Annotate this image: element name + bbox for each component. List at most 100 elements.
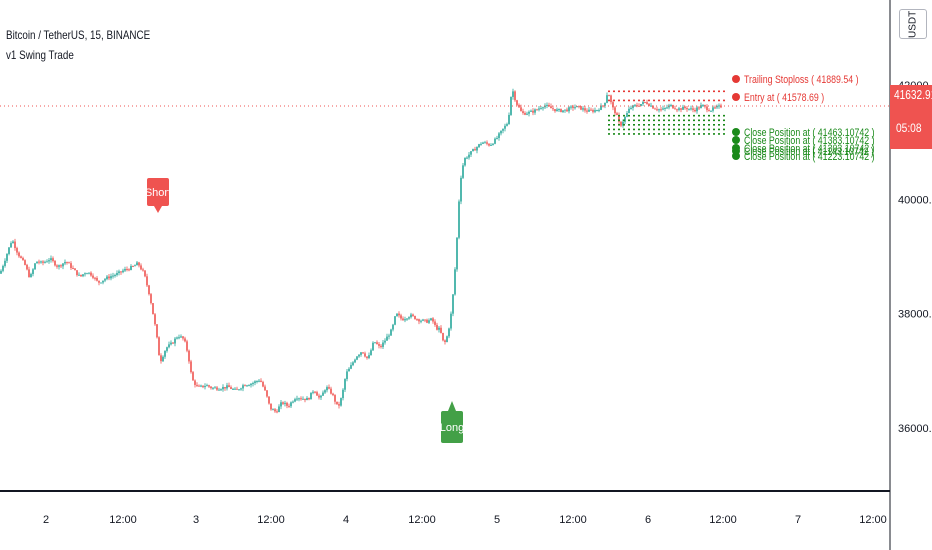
candle-body <box>6 253 8 261</box>
candle-body <box>148 285 150 295</box>
candle-body <box>508 114 510 125</box>
y-tick-label: 40000.00 <box>898 194 932 206</box>
candle-body <box>420 320 422 322</box>
candle-body <box>440 327 442 333</box>
candle-body <box>618 115 620 122</box>
candle-body <box>686 108 688 110</box>
candle-body <box>602 105 604 107</box>
x-tick-label: 7 <box>795 514 801 526</box>
candle-body <box>118 271 120 274</box>
candle-body <box>558 109 560 111</box>
time-axis[interactable]: 2 12:00 3 12:00 4 12:00 5 12:00 6 12:00 7 12:00 <box>43 514 887 526</box>
candle-body <box>66 261 68 263</box>
candle-body <box>692 108 694 110</box>
candle-body <box>598 109 600 111</box>
bar-countdown: 05:08 <box>896 121 922 135</box>
candle-body <box>690 108 692 110</box>
candle-body <box>468 154 470 158</box>
candle-body <box>282 402 284 404</box>
candle-body <box>196 384 198 386</box>
candle-body <box>662 108 664 110</box>
candle-body <box>154 314 156 325</box>
candle-body <box>274 409 276 412</box>
candle-body <box>28 269 30 278</box>
long-arrow-icon <box>448 401 456 411</box>
candle-body <box>190 361 192 373</box>
candle-body <box>34 263 36 270</box>
candle-body <box>500 130 502 134</box>
candle-body <box>394 316 396 325</box>
candle-body <box>414 315 416 320</box>
candle-body <box>332 393 334 396</box>
candle-body <box>314 391 316 393</box>
trade-levels: Trailing Stoploss ( 41889.54 ) Entry at (… <box>608 74 875 163</box>
candle-body <box>32 269 34 275</box>
candle-body <box>384 340 386 343</box>
candle-body <box>422 319 424 321</box>
candle-body <box>638 105 640 107</box>
candle-body <box>74 268 76 271</box>
candle-body <box>98 280 100 283</box>
candle-body <box>216 387 218 390</box>
candle-body <box>312 391 314 393</box>
candle-body <box>198 385 200 387</box>
candle-body <box>280 402 282 407</box>
candle-body <box>434 321 436 325</box>
candle-body <box>272 409 274 411</box>
indicator-name[interactable]: v1 Swing Trade <box>6 48 74 62</box>
stop-sign-icon <box>732 75 740 83</box>
candle-body <box>92 275 94 278</box>
currency-button[interactable]: USDT <box>899 9 927 39</box>
candle-body <box>614 107 616 114</box>
candle-body <box>162 356 164 362</box>
candle-body <box>82 274 84 277</box>
candle-body <box>236 388 238 390</box>
candle-body <box>276 411 278 413</box>
candle-body <box>524 112 526 115</box>
candle-body <box>672 105 674 109</box>
candle-body <box>88 272 90 274</box>
candle-body <box>168 344 170 348</box>
candle-body <box>58 265 60 267</box>
symbol-title: Bitcoin / TetherUS, 15, BINANCE <box>6 28 151 42</box>
candle-body <box>246 385 248 387</box>
short-signal-text: Short <box>145 187 171 199</box>
candle-body <box>176 337 178 339</box>
candle-body <box>124 269 126 271</box>
level-label: Close Position at ( 41223.10742 ) <box>744 151 875 163</box>
candle-body <box>682 106 684 110</box>
candle-body <box>56 265 58 267</box>
signal-markers: Short Long <box>145 178 464 443</box>
candle-body <box>496 137 498 139</box>
candle-body <box>352 362 354 366</box>
candle-body <box>112 275 114 277</box>
candle-body <box>334 395 336 402</box>
candle-body <box>404 319 406 321</box>
candle-body <box>192 372 194 381</box>
candle-body <box>486 142 488 144</box>
candle-body <box>298 398 300 400</box>
candle-body <box>632 105 634 108</box>
candle-body <box>388 335 390 337</box>
candle-body <box>568 107 570 112</box>
target-icon <box>732 147 740 155</box>
candle-body <box>708 110 710 112</box>
candle-body <box>678 108 680 110</box>
candle-body <box>328 387 330 389</box>
candle-body <box>64 261 66 264</box>
candle-body <box>180 336 182 338</box>
candle-body <box>226 385 228 389</box>
candle-body <box>670 105 672 107</box>
candle-body <box>234 388 236 390</box>
candle-body <box>324 390 326 393</box>
candle-body <box>22 257 24 261</box>
candle-body <box>288 405 290 407</box>
candle-body <box>224 386 226 389</box>
candle-body <box>110 276 112 279</box>
candle-body <box>640 103 642 106</box>
candle-body <box>406 318 408 320</box>
candle-body <box>532 110 534 113</box>
candle-body <box>330 388 332 394</box>
candle-body <box>106 276 108 280</box>
